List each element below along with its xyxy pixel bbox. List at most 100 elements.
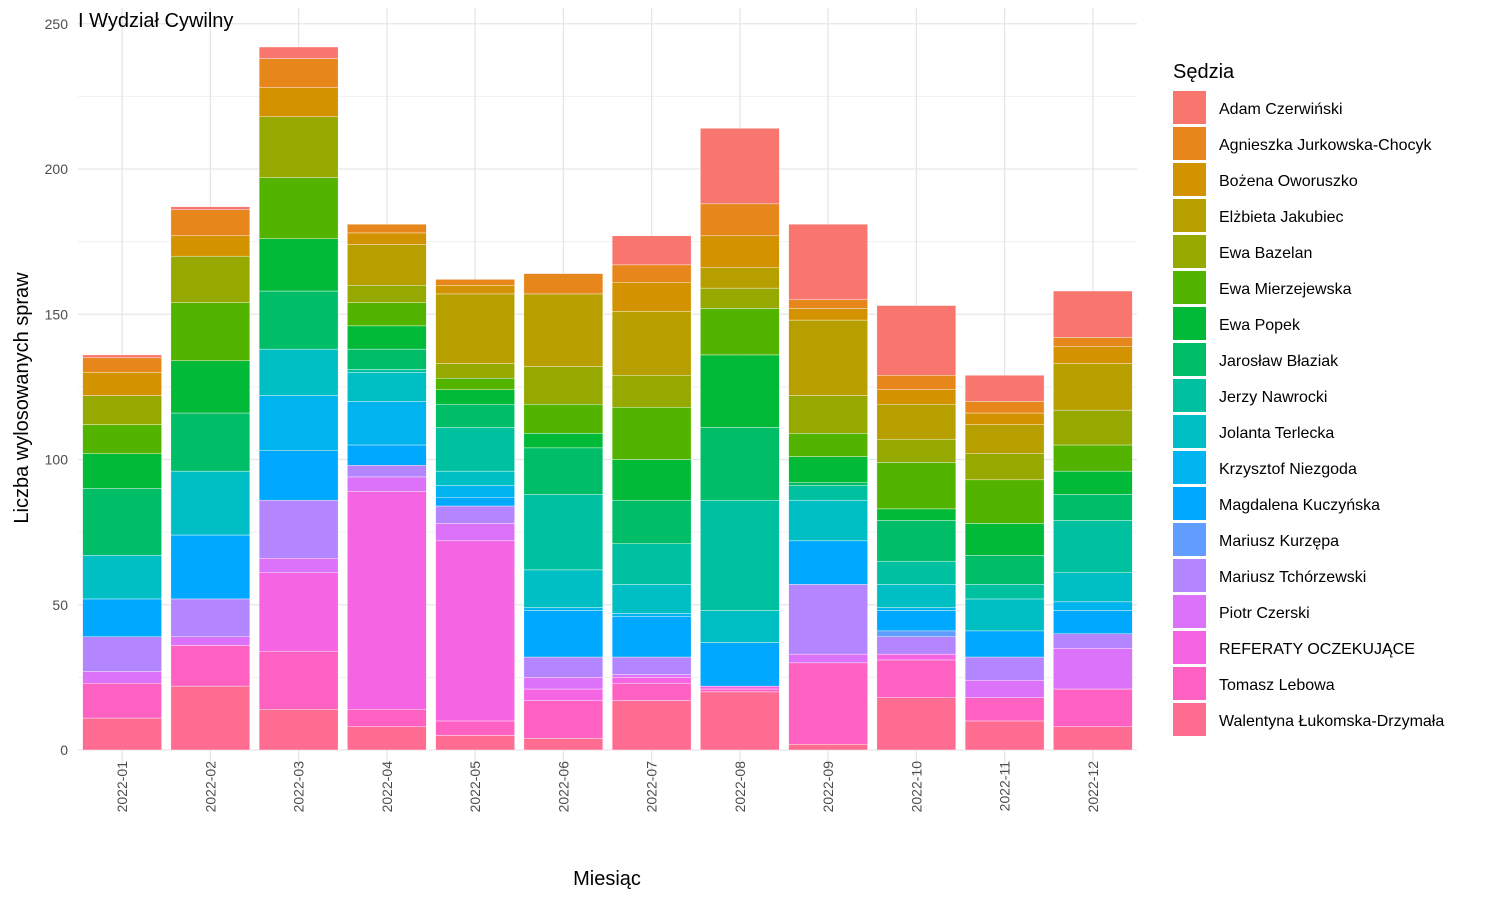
legend-label: Jolanta Terlecka: [1219, 425, 1334, 442]
bar-segment: [523, 688, 604, 701]
bar-segment: [788, 395, 868, 434]
bar-segment: [258, 572, 339, 652]
legend-key: [1173, 343, 1206, 376]
legend-key: [1173, 199, 1206, 232]
y-tick-label: 100: [45, 452, 69, 468]
bar-segment: [611, 407, 692, 460]
bar-segment: [788, 299, 868, 309]
bar-segment: [611, 616, 692, 658]
bar-segment: [611, 459, 692, 501]
legend-key: [1173, 703, 1206, 736]
bar-segment: [788, 433, 868, 457]
bar-segment: [1053, 726, 1133, 751]
legend-key: [1173, 487, 1206, 520]
bar-segment: [82, 395, 162, 425]
bar-segment: [435, 497, 515, 507]
bar-segment: [82, 488, 162, 556]
bar-segment: [435, 389, 515, 405]
bar-segment: [964, 375, 1045, 402]
bar-segment: [82, 372, 162, 396]
bar-segment: [876, 375, 957, 390]
bar-segment: [435, 427, 515, 472]
bar-segment: [700, 267, 780, 289]
legend-label: Jarosław Błaziak: [1219, 353, 1339, 370]
bar-segment: [523, 366, 604, 405]
bar-segment: [523, 677, 604, 690]
bar-segment: [258, 558, 339, 574]
bar-segment: [258, 348, 339, 396]
bar-segment: [347, 444, 427, 466]
bar-segment: [964, 424, 1045, 454]
bar-segment: [611, 677, 692, 684]
bar-segment: [876, 584, 957, 608]
y-tick-label: 150: [45, 306, 69, 322]
bar-segment: [1053, 337, 1133, 347]
bar-segment: [876, 630, 957, 637]
bar-segment: [876, 610, 957, 632]
bar-segment: [876, 697, 957, 751]
bar-segment: [258, 116, 339, 178]
bar-segment: [82, 453, 162, 489]
bar-segment: [523, 433, 604, 449]
bar-segment: [788, 662, 868, 745]
bar-segment: [611, 674, 692, 678]
legend-label: Jerzy Nawrocki: [1219, 389, 1327, 406]
bar-segment: [611, 499, 692, 544]
bar-segment: [347, 325, 427, 350]
bar-segment: [611, 235, 692, 266]
bar-segment: [1053, 601, 1133, 611]
bar-segment: [700, 287, 780, 309]
bar-segment: [611, 264, 692, 283]
x-axis: 2022-01 2022-02 2022-03 2022-04 2022-05 2022-…: [114, 761, 1101, 813]
bar-segment: [258, 290, 339, 350]
bar-segment: [788, 743, 868, 751]
bar-segment: [611, 700, 692, 751]
bar-segment: [964, 479, 1045, 524]
bar-segment: [700, 427, 780, 501]
bar-segment: [258, 450, 339, 501]
bar-segment: [964, 555, 1045, 585]
bar-segment: [435, 279, 515, 286]
legend-key: [1173, 163, 1206, 196]
bar-segment: [788, 485, 868, 501]
bar-segment: [523, 610, 604, 658]
bar-segment: [1053, 572, 1133, 603]
bar-segment: [700, 688, 780, 693]
bar-segment: [170, 302, 251, 361]
y-tick-label: 50: [52, 597, 68, 613]
bar-segment: [523, 656, 604, 678]
x-tick-label: 2022-09: [820, 761, 836, 813]
legend-key: [1173, 307, 1206, 340]
bar-segment: [170, 206, 251, 210]
bar-segment: [964, 697, 1045, 722]
legend: Adam Czerwiński Agnieszka Jurkowska-Chocy…: [1173, 91, 1444, 736]
bar-segment: [876, 508, 957, 521]
y-axis-title: Liczba wylosowanych spraw: [11, 272, 33, 524]
bars-layer: [82, 46, 1133, 751]
legend-label: Mariusz Kurzępa: [1219, 533, 1339, 550]
bar-segment: [1053, 633, 1133, 649]
bar-segment: [258, 46, 339, 59]
bar-segment: [347, 476, 427, 492]
bar-segment: [523, 494, 604, 571]
legend-label: Walentyna Łukomska-Drzymała: [1219, 713, 1444, 730]
bar-segment: [964, 598, 1045, 632]
bar-segment: [700, 235, 780, 268]
bar-segment: [82, 354, 162, 359]
bar-segment: [170, 645, 251, 687]
bar-segment: [435, 735, 515, 751]
x-tick-label: 2022-10: [908, 761, 924, 813]
bar-segment: [347, 491, 427, 710]
bar-segment: [876, 462, 957, 510]
bar-segment: [435, 505, 515, 524]
bar-segment: [611, 282, 692, 312]
bar-segment: [258, 87, 339, 117]
bar-segment: [876, 636, 957, 655]
bar-segment: [258, 238, 339, 292]
bar-segment: [611, 543, 692, 585]
legend-label: Adam Czerwiński: [1219, 101, 1343, 118]
legend-label: REFERATY OCZEKUJĄCE: [1219, 641, 1415, 658]
bar-segment: [258, 395, 339, 451]
bar-segment: [170, 534, 251, 600]
bar-segment: [523, 700, 604, 739]
